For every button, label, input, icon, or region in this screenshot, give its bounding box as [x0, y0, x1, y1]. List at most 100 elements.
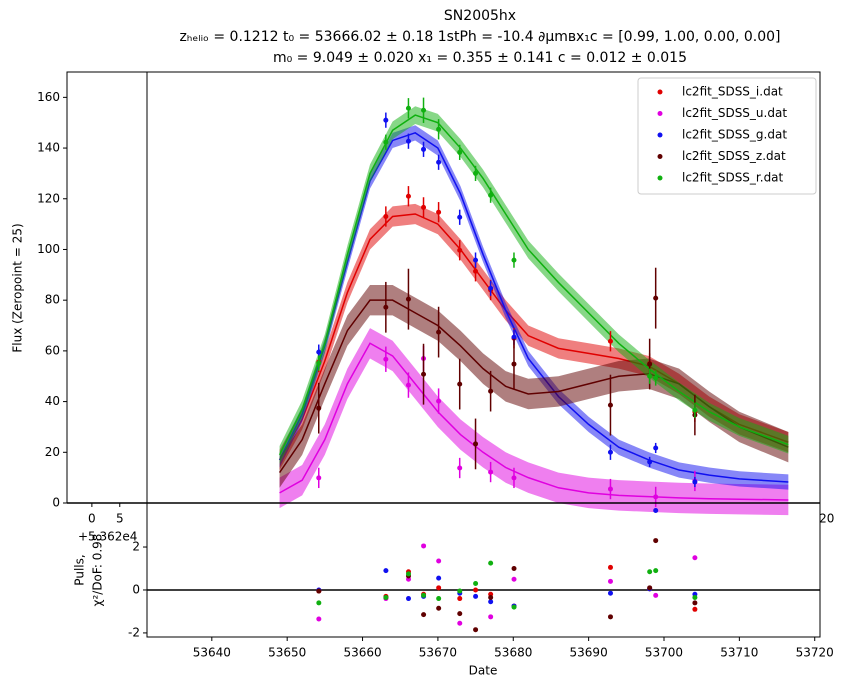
pull-point — [473, 587, 479, 593]
x-tick-label: 53720 — [796, 646, 834, 660]
data-point — [653, 295, 659, 301]
pull-point — [511, 604, 517, 610]
y-axis-label: χ²/DoF: 0.98 — [91, 534, 105, 607]
pull-point — [316, 616, 322, 622]
legend-marker — [657, 154, 663, 159]
x-tick-label: 53670 — [419, 646, 457, 660]
y-tick-label: 0 — [132, 582, 140, 596]
y-tick-label: 140 — [37, 141, 60, 155]
data-point — [421, 371, 427, 377]
model-band — [279, 106, 789, 464]
data-point — [383, 304, 389, 310]
data-point — [473, 170, 479, 176]
x-tick-label: 53700 — [645, 646, 683, 660]
pull-point — [406, 571, 412, 577]
data-point — [692, 479, 698, 485]
legend-box — [637, 77, 817, 195]
data-point — [383, 356, 389, 362]
model-band — [279, 284, 789, 488]
data-point — [653, 494, 659, 500]
pull-point — [692, 555, 698, 561]
data-point — [436, 398, 442, 404]
x-tick-label: 20 — [819, 512, 834, 526]
legend-label: lc2fit_SDSS_z.dat — [682, 149, 786, 163]
data-point — [511, 361, 517, 367]
y-tick-label: 160 — [37, 90, 60, 104]
pull-point — [488, 599, 494, 605]
y-tick-label: 40 — [45, 394, 60, 408]
data-point — [488, 469, 494, 475]
data-point — [488, 285, 494, 291]
y-tick-label: 80 — [45, 293, 60, 307]
model-line — [279, 342, 789, 501]
data-point — [607, 449, 613, 455]
data-point — [383, 214, 389, 220]
pull-point — [647, 585, 653, 591]
chart-title: SN2005hx — [444, 8, 516, 24]
y-tick-label: 2 — [132, 540, 140, 554]
data-point — [607, 338, 613, 344]
x-tick-label: 5 — [116, 512, 124, 526]
pull-point — [653, 568, 659, 574]
pull-point — [488, 614, 494, 620]
pull-point — [473, 627, 479, 633]
pull-point — [653, 538, 659, 544]
y-tick-label: 120 — [37, 191, 60, 205]
pull-point — [511, 565, 517, 571]
data-point — [457, 465, 463, 471]
data-point — [436, 126, 442, 132]
data-point — [473, 268, 479, 274]
data-point — [405, 105, 411, 111]
legend-label: lc2fit_SDSS_g.dat — [682, 128, 787, 142]
data-point — [488, 192, 494, 198]
data-point — [607, 402, 613, 408]
pull-point — [383, 594, 389, 600]
pull-point — [436, 575, 442, 581]
pull-point — [421, 592, 427, 598]
x-tick-label: 53650 — [268, 646, 306, 660]
data-point — [511, 334, 517, 340]
data-point — [405, 193, 411, 199]
data-point — [421, 107, 427, 113]
legend-marker — [657, 132, 663, 138]
model-line — [278, 114, 789, 456]
legend-marker — [657, 175, 663, 181]
pull-point — [421, 543, 427, 549]
data-point — [457, 149, 463, 155]
data-point — [653, 375, 659, 381]
pull-point — [436, 605, 442, 611]
pull-point — [607, 564, 613, 570]
pull-point — [653, 592, 659, 598]
x-tick-label: 53680 — [494, 646, 532, 660]
chart-subtitle: m₀ = 9.049 ± 0.020 x₁ = 0.355 ± 0.141 c … — [273, 50, 687, 66]
data-point — [383, 139, 389, 145]
x-tick-label: 53710 — [720, 646, 758, 660]
legend-marker — [657, 89, 663, 95]
data-point — [421, 146, 427, 152]
pull-point — [406, 596, 412, 602]
data-point — [383, 117, 389, 123]
y-tick-label: 0 — [52, 496, 60, 510]
data-point — [405, 296, 411, 302]
pull-point — [692, 600, 698, 606]
data-point — [457, 214, 463, 220]
data-point — [692, 407, 698, 413]
legend-label: lc2fit_SDSS_r.dat — [682, 171, 784, 185]
legend-label: lc2fit_SDSS_u.dat — [682, 106, 787, 120]
pull-point — [457, 588, 463, 594]
data-point — [607, 486, 613, 492]
x-axis-label: Date — [469, 664, 498, 678]
pull-point — [316, 588, 322, 594]
model-band — [279, 203, 789, 471]
pull-point — [647, 569, 653, 575]
x-offset-label: +5.362e4 — [78, 530, 137, 544]
pull-point — [436, 596, 442, 602]
pull-point — [511, 576, 517, 582]
y-tick-label: -2 — [128, 625, 140, 639]
data-point — [647, 459, 653, 465]
pull-point — [692, 606, 698, 612]
data-point — [436, 209, 442, 215]
data-point — [436, 159, 442, 165]
legend-marker — [657, 111, 663, 116]
